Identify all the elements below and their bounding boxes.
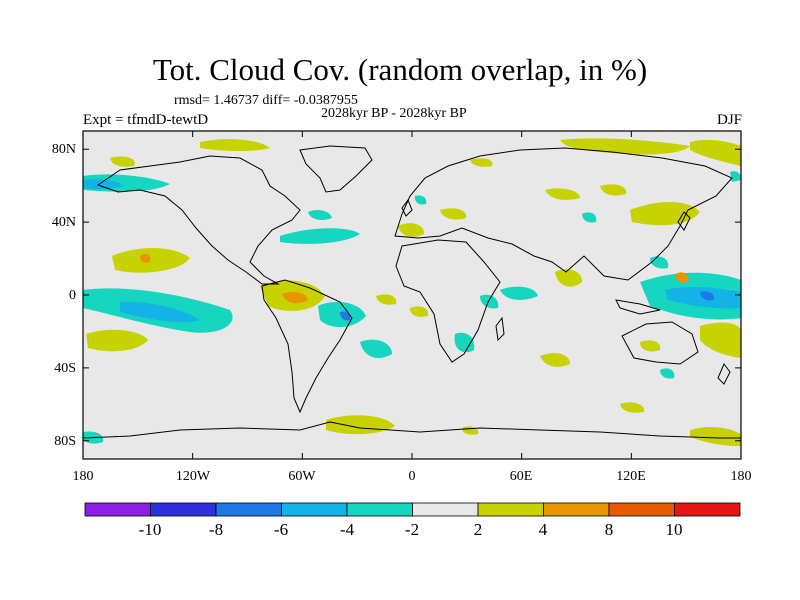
plot-title: Tot. Cloud Cov. (random overlap, in %) bbox=[152, 52, 648, 87]
anomaly-blob bbox=[376, 294, 397, 305]
experiment-label: Expt = tfmdD-tewtD bbox=[83, 112, 209, 128]
colorbar-tick-label: 8 bbox=[604, 520, 614, 539]
y-tick-label: 40S bbox=[54, 361, 76, 376]
anomaly-blob bbox=[454, 332, 475, 353]
anomaly-blob bbox=[700, 322, 741, 358]
x-tick-label: 180 bbox=[730, 469, 752, 484]
x-tick-label: 120E bbox=[616, 469, 646, 484]
colorbar-swatch bbox=[215, 502, 282, 517]
colorbar-tick-label: -4 bbox=[339, 520, 355, 539]
colorbar-swatch bbox=[281, 502, 348, 517]
anomaly-blob bbox=[545, 188, 580, 200]
anomaly-blob bbox=[600, 184, 627, 196]
y-tick-label: 0 bbox=[69, 288, 76, 303]
colorbar-tick-label: 10 bbox=[665, 520, 683, 539]
anomaly-blob bbox=[140, 254, 151, 263]
axis-ticks bbox=[82, 131, 742, 459]
anomaly-blob bbox=[620, 402, 645, 413]
coastlines bbox=[83, 145, 741, 439]
anomaly-blob bbox=[440, 208, 467, 220]
y-tick-label: 80N bbox=[51, 142, 76, 157]
anomaly-blob bbox=[410, 306, 429, 317]
anomaly-blob bbox=[110, 156, 135, 167]
colorbar-swatch bbox=[346, 502, 413, 517]
x-tick-label: 60E bbox=[509, 469, 533, 484]
coastline-greenland bbox=[299, 145, 373, 193]
colorbar-swatch bbox=[543, 502, 610, 517]
x-tick-label: 180 bbox=[72, 469, 94, 484]
anomaly-blob bbox=[582, 212, 597, 223]
anomaly-blob bbox=[200, 139, 270, 151]
anomaly-blob bbox=[690, 139, 741, 166]
coastline-australia bbox=[621, 321, 699, 365]
anomaly-blob bbox=[112, 247, 190, 273]
anomaly-blob bbox=[630, 201, 700, 226]
x-tick-label: 120W bbox=[175, 469, 211, 484]
anomaly-blob bbox=[308, 210, 332, 220]
colorbar-swatch bbox=[150, 502, 217, 517]
coastline-antarctica bbox=[83, 421, 741, 439]
coastline-africa bbox=[395, 239, 501, 363]
anomaly-blob bbox=[398, 223, 425, 237]
coastline-new-zealand bbox=[717, 363, 731, 385]
anomaly-blob bbox=[470, 158, 493, 167]
coastline-indonesia bbox=[615, 299, 661, 315]
colorbar-tick-label: -6 bbox=[273, 520, 289, 539]
colorbar-tick-label: 2 bbox=[473, 520, 483, 539]
y-tick-label: 40N bbox=[51, 215, 76, 230]
anomaly-blob bbox=[282, 292, 308, 304]
colorbar-tick-label: -10 bbox=[138, 520, 162, 539]
season-label: DJF bbox=[716, 112, 742, 128]
anomaly-blob bbox=[640, 340, 661, 352]
colorbar-swatch bbox=[477, 502, 544, 517]
anomaly-blob bbox=[500, 286, 538, 300]
anomaly-blob bbox=[690, 427, 741, 446]
anomaly-blob bbox=[83, 179, 124, 190]
stats-label: rmsd= 1.46737 diff= -0.0387955 bbox=[174, 93, 358, 108]
anomaly-blob bbox=[414, 195, 427, 205]
anomaly-blob bbox=[675, 272, 689, 283]
anomaly-blob bbox=[700, 291, 715, 301]
coastline-madagascar bbox=[495, 316, 505, 342]
anomaly-blob bbox=[480, 294, 499, 309]
anomaly-blob bbox=[540, 353, 570, 367]
anomaly-blob bbox=[280, 228, 360, 244]
anomaly-blob bbox=[340, 311, 351, 321]
coastline-south-america bbox=[261, 279, 353, 414]
anomaly-blob bbox=[360, 339, 392, 358]
coastline-eurasia bbox=[394, 147, 733, 281]
coastline-uk bbox=[401, 198, 413, 217]
x-tick-label: 0 bbox=[408, 469, 416, 484]
colorbar-swatch bbox=[84, 502, 151, 517]
anomaly-blob bbox=[660, 368, 675, 379]
period-label: 2028kyr BP - 2028kyr BP bbox=[321, 106, 467, 121]
anomaly-blob bbox=[120, 301, 200, 323]
anomaly-blob bbox=[730, 171, 741, 182]
anomaly-blob bbox=[86, 329, 148, 352]
colorbar-tick-label: -2 bbox=[404, 520, 420, 539]
y-tick-label: 80S bbox=[54, 434, 76, 449]
colorbar-tick-label: 4 bbox=[538, 520, 548, 539]
colorbar-swatch bbox=[412, 502, 479, 517]
colorbar bbox=[84, 502, 741, 517]
coastline-north-america bbox=[96, 155, 301, 285]
x-tick-label: 60W bbox=[288, 469, 316, 484]
anomaly-blob bbox=[555, 269, 582, 287]
colorbar-swatch bbox=[608, 502, 675, 517]
colorbar-tick-label: -8 bbox=[208, 520, 224, 539]
colorbar-swatch bbox=[674, 502, 741, 517]
coastline-japan bbox=[677, 211, 691, 231]
